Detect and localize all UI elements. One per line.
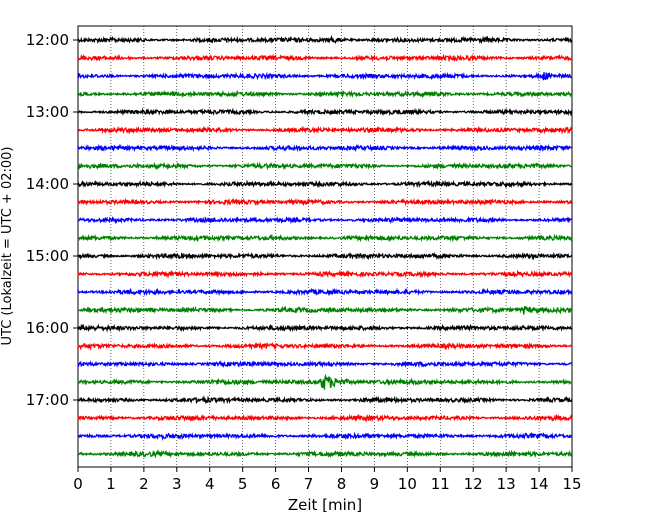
trace-1715 xyxy=(77,413,573,423)
x-tick-label: 12 xyxy=(464,475,483,493)
trace-1445 xyxy=(77,233,573,243)
trace-1315 xyxy=(77,125,573,135)
trace-1645 xyxy=(77,373,573,390)
plot-frame xyxy=(77,25,573,468)
trace-1330 xyxy=(77,143,573,153)
x-tick-label: 6 xyxy=(271,475,281,493)
x-tick-label: 3 xyxy=(172,475,182,493)
trace-1700 xyxy=(77,395,573,405)
trace-1730 xyxy=(77,431,573,441)
x-tick-label: 15 xyxy=(562,475,581,493)
y-tick-label: 13:00 xyxy=(26,103,69,121)
x-tick-label: 11 xyxy=(431,475,450,493)
trace-1545 xyxy=(77,305,573,315)
x-tick-label: 0 xyxy=(73,475,83,493)
trace-1515 xyxy=(77,269,573,279)
x-tick-label: 1 xyxy=(106,475,116,493)
y-tick-label: 16:00 xyxy=(26,319,69,337)
y-tick-label: 12:00 xyxy=(26,31,69,49)
trace-1430 xyxy=(77,215,573,225)
trace-1230 xyxy=(77,71,573,81)
trace-1345 xyxy=(77,161,573,171)
y-tick-label: 14:00 xyxy=(26,175,69,193)
x-axis-ticks: 0 1 2 3 4 5 6 7 8 9 10 11 12 13 14 15 xyxy=(73,467,582,493)
trace-1300 xyxy=(77,107,573,117)
x-tick-label: 5 xyxy=(238,475,248,493)
trace-1600 xyxy=(77,323,573,333)
trace-1630 xyxy=(77,359,573,369)
y-axis-title: UTC (Lokalzeit = UTC + 02:00) xyxy=(0,147,15,346)
trace-1530 xyxy=(77,287,573,297)
x-axis-title: Zeit [min] xyxy=(288,496,362,514)
trace-1200 xyxy=(77,34,573,45)
x-tick-label: 13 xyxy=(497,475,516,493)
trace-1400 xyxy=(77,179,573,189)
trace-1215 xyxy=(77,53,573,63)
y-tick-label: 15:00 xyxy=(26,247,69,265)
trace-1415 xyxy=(77,197,573,207)
x-tick-label: 14 xyxy=(530,475,549,493)
seismic-traces xyxy=(77,34,573,459)
x-tick-label: 4 xyxy=(205,475,215,493)
trace-1245 xyxy=(77,89,573,99)
trace-1615 xyxy=(77,341,573,351)
y-axis-ticks: 12:00 13:00 14:00 15:00 16:00 17:00 xyxy=(26,31,78,409)
x-tick-label: 7 xyxy=(304,475,314,493)
x-tick-label: 2 xyxy=(139,475,149,493)
x-tick-label: 9 xyxy=(370,475,380,493)
trace-1500 xyxy=(77,251,573,261)
trace-1745 xyxy=(77,449,573,459)
x-tick-label: 10 xyxy=(398,475,417,493)
x-tick-label: 8 xyxy=(337,475,347,493)
y-tick-label: 17:00 xyxy=(26,391,69,409)
